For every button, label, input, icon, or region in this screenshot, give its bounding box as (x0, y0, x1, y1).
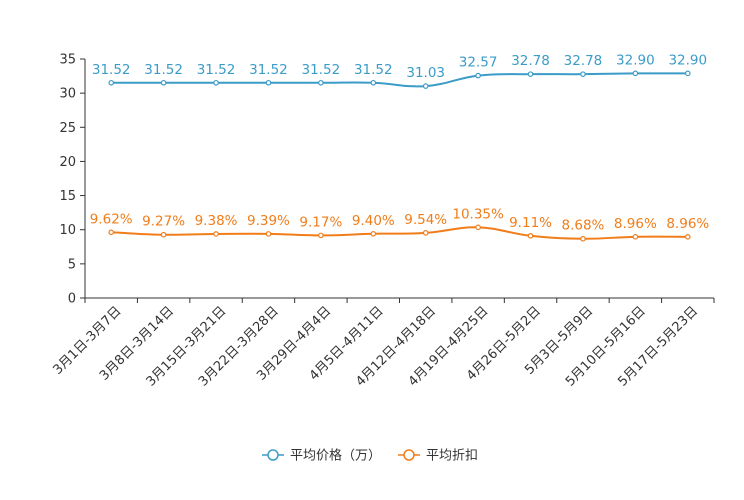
series-line-2 (111, 226, 688, 240)
series-lines (111, 72, 688, 240)
y-tick-label: 25 (59, 121, 76, 136)
legend: 平均价格（万） 平均折扣 (262, 448, 478, 464)
data-label: 10.35% (452, 206, 504, 222)
y-tick-label: 15 (59, 189, 76, 204)
data-label: 9.11% (509, 215, 552, 231)
data-point (422, 83, 429, 89)
data-point (632, 70, 639, 77)
data-label: 32.78 (564, 53, 603, 69)
data-point (213, 231, 219, 237)
y-tick-label: 5 (68, 257, 76, 272)
data-label: 9.38% (195, 213, 238, 229)
data-label: 31.52 (92, 62, 131, 78)
data-point (318, 79, 324, 86)
data-label: 31.52 (197, 62, 236, 78)
data-point (370, 79, 377, 86)
data-point (370, 231, 377, 237)
data-label: 31.52 (354, 62, 393, 78)
legend-label-2: 平均折扣 (426, 449, 478, 464)
data-label: 31.52 (302, 62, 341, 78)
data-point (160, 79, 167, 86)
y-tick-label: 30 (59, 87, 76, 102)
data-label: 9.54% (404, 212, 447, 228)
data-point (108, 229, 115, 236)
y-tick-label: 10 (59, 223, 76, 238)
data-point (422, 230, 429, 236)
y-tick-label: 20 (59, 155, 76, 170)
data-point (265, 231, 272, 237)
data-label: 31.52 (144, 62, 183, 78)
data-label: 31.03 (406, 65, 445, 81)
data-point (213, 79, 219, 86)
data-label: 8.96% (666, 216, 709, 232)
legend-marker-2 (403, 449, 415, 461)
data-label: 8.68% (562, 218, 605, 234)
data-point (475, 72, 481, 79)
data-point (265, 79, 272, 86)
data-point (527, 232, 534, 239)
data-point (475, 224, 481, 231)
data-label: 32.90 (668, 52, 707, 68)
data-point (580, 235, 586, 242)
series-points (108, 70, 691, 242)
data-point (580, 71, 586, 77)
legend-label-1: 平均价格（万） (290, 448, 381, 464)
y-tick-label: 0 (68, 292, 76, 307)
legend-marker-1 (267, 449, 279, 461)
data-label: 9.17% (299, 214, 342, 230)
data-point (684, 70, 691, 77)
data-point (684, 234, 691, 240)
series-line-1 (111, 72, 688, 88)
y-tick-label: 35 (59, 53, 76, 68)
data-label: 8.96% (614, 216, 657, 232)
data-point (108, 79, 115, 86)
data-label: 32.78 (511, 53, 550, 69)
data-label: 9.39% (247, 213, 290, 229)
data-point (632, 234, 639, 240)
data-label: 32.57 (459, 55, 498, 71)
data-point (527, 71, 534, 77)
data-point (318, 232, 324, 239)
data-label: 31.52 (249, 62, 288, 78)
data-label: 9.62% (90, 211, 133, 227)
data-point (160, 231, 167, 238)
data-label: 32.90 (616, 52, 655, 68)
data-labels: 31.52 31.52 31.52 31.52 31.52 31.52 31.03 32.57… (90, 52, 710, 233)
data-label: 9.40% (352, 213, 395, 229)
data-label: 9.27% (142, 214, 185, 230)
